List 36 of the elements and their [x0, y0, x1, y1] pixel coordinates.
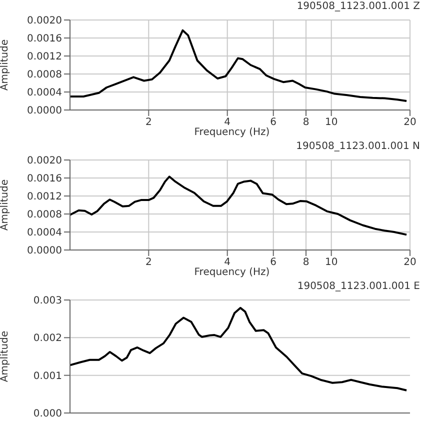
x-tick-label: 20 [404, 257, 416, 268]
y-tick-label: 0.0008 [27, 210, 62, 221]
y-tick-label: 0.0016 [27, 174, 62, 185]
x-tick-label: 6 [270, 117, 277, 128]
x-tick-label: 10 [324, 117, 338, 128]
y-tick-label: 0.002 [33, 333, 62, 344]
y-tick-label: 0.003 [33, 296, 62, 307]
x-tick-label: 4 [224, 117, 231, 128]
x-tick-label: 8 [302, 117, 310, 128]
y-tick-label: 0.0020 [27, 156, 62, 167]
chart-title: 190508_1123.001.001 Z [296, 0, 421, 14]
y-tick-label: 0.0000 [27, 246, 62, 257]
y-tick-label: 0.0020 [27, 16, 62, 27]
x-tick-label: 20 [404, 117, 416, 128]
x-tick-label: 4 [224, 257, 231, 268]
x-axis-title: Frequency (Hz) [194, 267, 270, 278]
y-axis-title: Amplitude [0, 179, 11, 231]
y-tick-label: 0.0000 [27, 106, 62, 117]
x-tick-label: 6 [270, 257, 277, 268]
y-axis-title: Amplitude [0, 39, 11, 91]
y-tick-label: 0.0012 [27, 192, 62, 203]
y-tick-label: 0.0004 [27, 228, 62, 239]
x-axis-title: Frequency (Hz) [194, 127, 270, 138]
y-tick-label: 0.0016 [27, 34, 62, 45]
chart-title: 190508_1123.001.001 E [296, 280, 421, 294]
y-tick-label: 0.000 [33, 408, 62, 420]
x-tick-label: 2 [145, 257, 152, 268]
chart-title: 190508_1123.001.001 N [295, 140, 421, 154]
y-tick-label: 0.0008 [27, 70, 62, 81]
y-tick-label: 0.001 [33, 370, 62, 382]
y-tick-label: 0.0012 [27, 52, 62, 63]
x-tick-label: 2 [145, 117, 152, 128]
x-tick-label: 8 [302, 257, 310, 268]
x-tick-label: 10 [324, 257, 338, 268]
y-tick-label: 0.0004 [27, 88, 62, 99]
y-axis-title: Amplitude [0, 330, 11, 382]
